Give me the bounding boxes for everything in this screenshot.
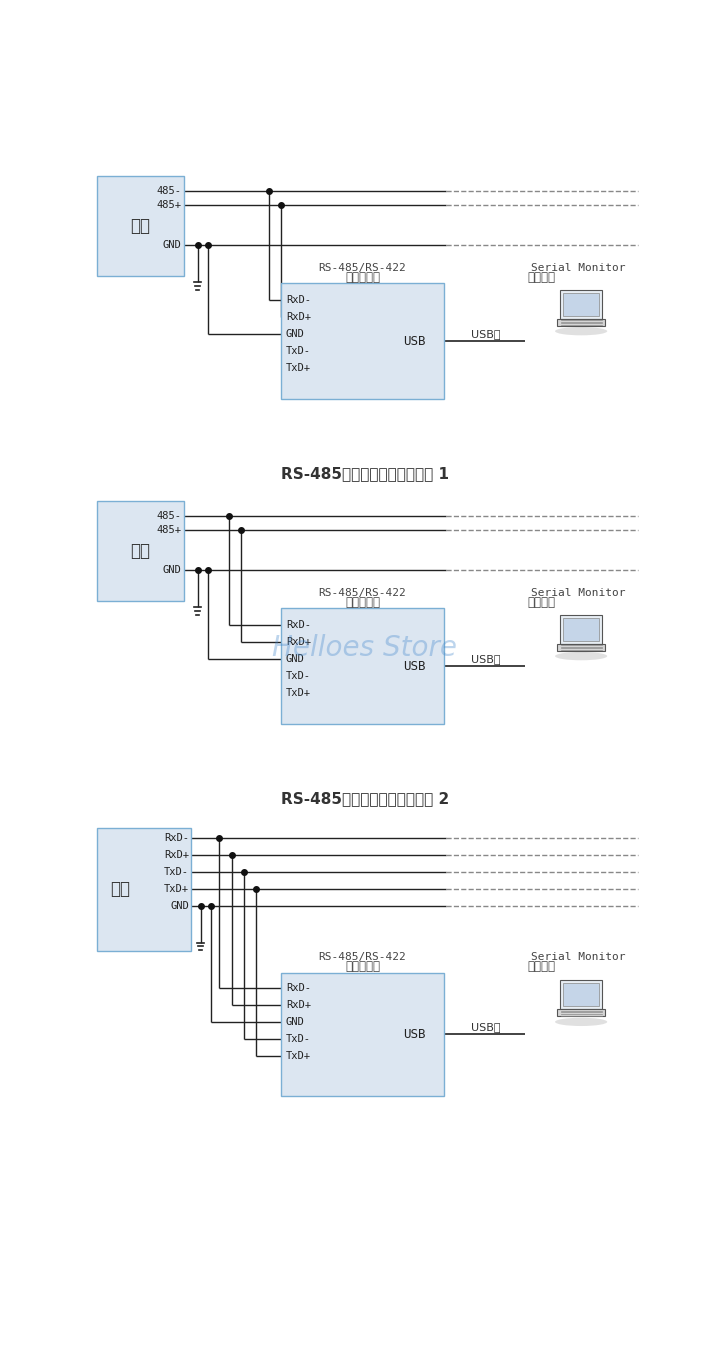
Text: GND: GND <box>286 1017 305 1026</box>
Text: Serial Monitor: Serial Monitor <box>530 588 625 597</box>
Text: USB: USB <box>403 335 426 347</box>
Text: RS-485/RS-422: RS-485/RS-422 <box>319 263 407 274</box>
Text: 485-: 485- <box>156 510 182 521</box>
Bar <box>97 176 184 276</box>
Text: 串口侦听器: 串口侦听器 <box>345 960 380 973</box>
Text: RxD+: RxD+ <box>164 849 189 860</box>
Text: 侦听程序: 侦听程序 <box>528 596 555 608</box>
Text: RS-485（单通道）侦听连线图 1: RS-485（单通道）侦听连线图 1 <box>281 465 449 482</box>
Text: RxD-: RxD- <box>286 295 311 305</box>
Bar <box>281 283 444 399</box>
Bar <box>560 290 602 318</box>
Text: Serial Monitor: Serial Monitor <box>530 263 625 274</box>
Text: 串口侦听器: 串口侦听器 <box>345 271 380 284</box>
Text: RxD+: RxD+ <box>286 637 311 648</box>
Text: RS-485/RS-422: RS-485/RS-422 <box>319 588 407 597</box>
Text: TxD+: TxD+ <box>286 363 311 373</box>
Text: USB: USB <box>403 1028 426 1041</box>
Text: TxD+: TxD+ <box>286 1051 311 1060</box>
Text: USB: USB <box>403 660 426 672</box>
Text: USB线: USB线 <box>471 1022 501 1032</box>
Text: TxD-: TxD- <box>286 1034 311 1044</box>
Text: GND: GND <box>162 240 182 250</box>
Bar <box>281 608 444 724</box>
Bar <box>557 318 604 325</box>
Text: USB线: USB线 <box>471 655 501 664</box>
Text: RS-485/RS-422: RS-485/RS-422 <box>319 953 407 962</box>
Text: GND: GND <box>162 565 182 574</box>
Text: USB线: USB线 <box>471 329 501 339</box>
Text: 485+: 485+ <box>156 525 182 535</box>
Bar <box>281 973 444 1096</box>
Text: 侦听程序: 侦听程序 <box>528 271 555 284</box>
Text: 485-: 485- <box>156 186 182 196</box>
Text: GND: GND <box>170 901 189 911</box>
Ellipse shape <box>555 1018 607 1026</box>
Text: TxD-: TxD- <box>164 867 189 876</box>
Bar <box>560 980 602 1010</box>
Text: TxD-: TxD- <box>286 346 311 357</box>
Text: 设备: 设备 <box>130 542 150 559</box>
Bar <box>97 501 184 600</box>
Text: RxD+: RxD+ <box>286 1000 311 1010</box>
Text: RxD-: RxD- <box>286 983 311 994</box>
Bar <box>97 827 192 951</box>
Text: 侦听程序: 侦听程序 <box>528 960 555 973</box>
Text: 485+: 485+ <box>156 200 182 210</box>
Text: GND: GND <box>286 655 305 664</box>
Text: RS-485（单通道）侦听连线图 2: RS-485（单通道）侦听连线图 2 <box>281 791 449 806</box>
Ellipse shape <box>555 327 607 335</box>
Text: RxD-: RxD- <box>164 833 189 842</box>
Text: 串口侦听器: 串口侦听器 <box>345 596 380 608</box>
Bar <box>560 615 602 644</box>
Bar <box>563 293 599 316</box>
Ellipse shape <box>555 652 607 660</box>
Text: Serial Monitor: Serial Monitor <box>530 953 625 962</box>
Bar <box>563 984 599 1006</box>
Text: GND: GND <box>286 329 305 339</box>
Bar <box>557 1010 604 1017</box>
Text: Helloes Store: Helloes Store <box>273 634 457 663</box>
Text: 设备: 设备 <box>110 881 130 898</box>
Text: TxD+: TxD+ <box>164 883 189 894</box>
Bar <box>563 618 599 641</box>
Bar <box>557 644 604 651</box>
Text: RxD-: RxD- <box>286 621 311 630</box>
Text: TxD-: TxD- <box>286 671 311 680</box>
Text: 设备: 设备 <box>130 216 150 234</box>
Text: RxD+: RxD+ <box>286 312 311 323</box>
Text: TxD+: TxD+ <box>286 689 311 698</box>
